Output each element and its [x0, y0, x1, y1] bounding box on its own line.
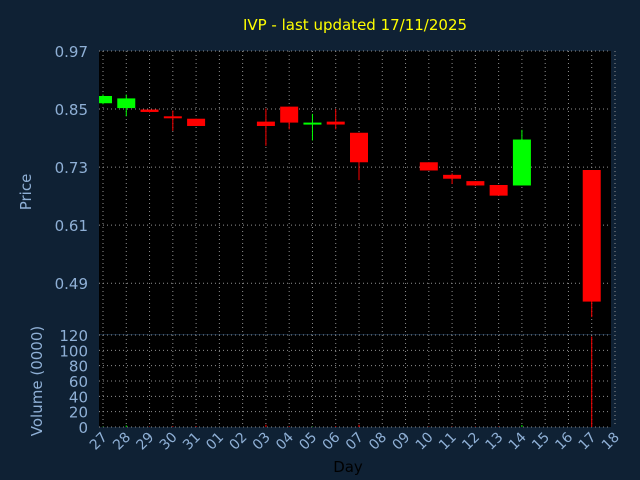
- x-tick-label: 31: [180, 430, 204, 454]
- x-tick-label: 10: [413, 430, 437, 454]
- x-tick-label: 01: [203, 430, 227, 454]
- candle-body: [99, 95, 112, 104]
- x-tick-label: 29: [133, 430, 157, 454]
- volume-tick-label: 80: [69, 358, 88, 376]
- candle-body: [443, 174, 462, 179]
- candle-body: [163, 116, 182, 119]
- x-tick-label: 08: [366, 430, 390, 454]
- x-tick-label: 04: [273, 429, 297, 453]
- volume-tick-label: 40: [69, 388, 88, 406]
- volume-tick-label: 20: [69, 404, 88, 422]
- volume-tick-label: 60: [69, 373, 88, 391]
- x-tick-label: 05: [296, 430, 320, 454]
- x-tick-label: 07: [343, 430, 367, 454]
- volume-bars: [102, 336, 593, 427]
- price-tick-label: 0.97: [55, 43, 88, 61]
- x-axis-label: Day: [333, 458, 363, 476]
- candle-body: [256, 121, 275, 126]
- x-tick-label: 12: [459, 430, 483, 454]
- x-tick-label: 17: [576, 430, 600, 454]
- chart-title: IVP - last updated 17/11/2025: [243, 16, 467, 34]
- x-tick-label: 15: [529, 430, 553, 454]
- volume-tick-label: 120: [59, 327, 88, 345]
- x-tick-label: 11: [436, 430, 460, 454]
- candle-body: [117, 98, 136, 109]
- price-axis-label: Price: [17, 174, 35, 211]
- volume-tick-label: 100: [59, 342, 88, 360]
- price-tick-label: 0.85: [55, 101, 88, 119]
- price-tick-label: 0.73: [55, 159, 88, 177]
- x-tick-label: 27: [87, 430, 111, 454]
- axis-labels: 27 28 29 30 31 01 02 03 04 05 06 07 08 09 10 11 12 13 14 15…: [55, 43, 623, 453]
- x-tick-label: 03: [250, 430, 274, 454]
- price-tick-label: 0.61: [55, 217, 88, 235]
- candle-body: [419, 162, 438, 171]
- x-tick-label: 16: [552, 429, 576, 453]
- volume-axis-label: Volume (0000): [28, 326, 46, 436]
- candle-body: [466, 181, 485, 186]
- x-tick-label: 06: [320, 429, 344, 453]
- candle-body: [140, 109, 159, 112]
- price-plot-area: [99, 51, 611, 334]
- x-tick-label: 09: [389, 430, 413, 454]
- candle-body: [582, 170, 601, 302]
- volume-tick-label: 0: [78, 419, 88, 437]
- candles: [99, 94, 601, 318]
- x-tick-label: 18: [599, 430, 623, 454]
- x-tick-label: 14: [506, 429, 530, 453]
- x-tick-label: 28: [110, 430, 134, 454]
- candle-body: [280, 106, 299, 123]
- x-tick-label: 02: [227, 430, 251, 454]
- candle-body: [350, 132, 368, 163]
- x-tick-label: 13: [483, 430, 507, 454]
- x-tick-label: 30: [157, 430, 181, 454]
- candle-body: [187, 118, 206, 126]
- candle-body: [512, 139, 531, 186]
- price-tick-label: 0.49: [55, 275, 88, 293]
- candle-body: [303, 122, 322, 125]
- candle-body: [489, 185, 508, 196]
- candle-body: [326, 121, 345, 125]
